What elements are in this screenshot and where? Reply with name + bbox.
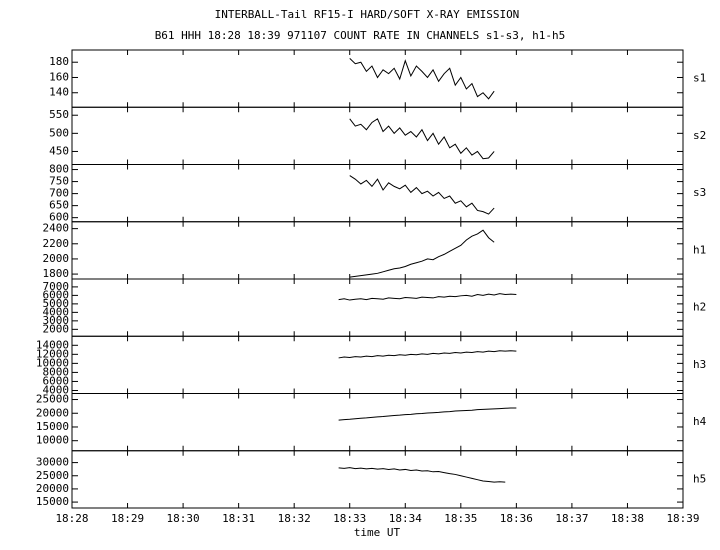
y-tick-label: 6000 [43,288,70,301]
series-label: s3 [693,186,706,199]
data-line [338,467,506,483]
y-tick-label: 2000 [43,252,70,265]
y-tick-label: 3000 [43,314,70,327]
y-tick-label: 160 [49,70,69,83]
y-tick-label: 14000 [36,338,69,351]
x-tick-label: 18:33 [333,512,366,525]
y-tick-label: 15000 [36,420,69,433]
y-tick-label: 4000 [43,383,70,396]
x-tick-label: 18:36 [500,512,533,525]
y-tick-label: 20000 [36,482,69,495]
x-tick-label: 18:34 [389,512,422,525]
series-label: h1 [693,243,706,256]
y-tick-label: 140 [49,86,69,99]
y-tick-label: 550 [49,108,69,121]
data-line [349,58,495,100]
series-label: h4 [693,415,707,428]
chart-subtitle: B61 HHH 18:28 18:39 971107 COUNT RATE IN… [155,29,566,42]
y-tick-label: 500 [49,126,69,139]
y-tick-label: 750 [49,175,69,188]
x-axis-label: time UT [354,526,401,539]
y-tick-label: 20000 [36,406,69,419]
y-tick-label: 1800 [43,267,70,280]
y-tick-label: 7000 [43,280,70,293]
x-tick-label: 18:31 [222,512,255,525]
y-tick-label: 10000 [36,356,69,369]
series-label: s2 [693,129,706,142]
y-tick-label: 2200 [43,237,70,250]
x-tick-label: 18:30 [167,512,200,525]
y-tick-label: 700 [49,187,69,200]
y-tick-label: 5000 [43,297,70,310]
data-line [349,229,495,278]
panel-frame [71,450,684,509]
x-tick-label: 18:29 [111,512,144,525]
x-tick-label: 18:32 [278,512,311,525]
y-tick-label: 450 [49,144,69,157]
series-label: s1 [693,72,706,85]
y-tick-label: 600 [49,211,69,224]
series-label: h2 [693,301,706,314]
y-tick-label: 650 [49,199,69,212]
y-tick-label: 8000 [43,365,70,378]
y-tick-label: 6000 [43,374,70,387]
x-tick-label: 18:37 [555,512,588,525]
y-tick-label: 4000 [43,305,70,318]
chart-title: INTERBALL-Tail RF15-I HARD/SOFT X-RAY EM… [215,8,520,21]
data-line [349,175,495,215]
x-tick-label: 18:35 [444,512,477,525]
series-label: h5 [693,472,706,485]
data-line [349,118,495,160]
y-tick-label: 12000 [36,347,69,360]
series-label: h3 [693,358,706,371]
y-tick-label: 2000 [43,322,70,335]
y-tick-label: 800 [49,163,69,176]
y-tick-label: 25000 [36,469,69,482]
y-tick-label: 2400 [43,222,70,235]
data-line [338,293,517,301]
y-tick-label: 15000 [36,495,69,508]
x-tick-label: 18:38 [611,512,644,525]
y-tick-label: 10000 [36,434,69,447]
x-tick-label: 18:28 [55,512,88,525]
y-tick-label: 180 [49,55,69,68]
data-line [338,350,517,359]
x-tick-label: 18:39 [666,512,699,525]
y-tick-label: 30000 [36,456,69,469]
y-tick-label: 25000 [36,393,69,406]
data-line [338,407,517,421]
